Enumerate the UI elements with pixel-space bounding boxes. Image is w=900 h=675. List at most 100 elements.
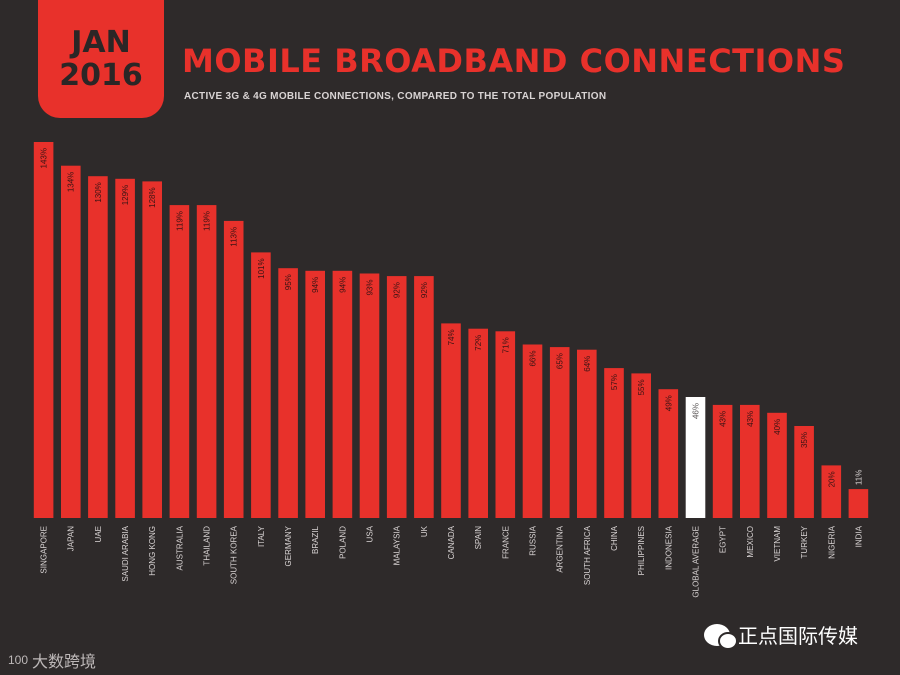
category-label: UAE: [94, 526, 103, 542]
bar: [142, 181, 162, 518]
bar: [848, 489, 869, 518]
bar: [631, 373, 651, 518]
category-label: INDIA: [854, 525, 863, 547]
bar: [278, 268, 298, 518]
bar: [577, 349, 597, 518]
date-badge-year: 2016: [59, 58, 143, 93]
watermark-logo-icon: 100: [8, 653, 29, 667]
bar: [196, 205, 217, 518]
bar-value-label: 113%: [230, 227, 239, 247]
bar-value-label: 119%: [175, 211, 184, 231]
bar-value-label: 119%: [203, 211, 212, 231]
category-label: THAILAND: [203, 526, 212, 566]
bar: [305, 270, 325, 518]
bar-value-label: 71%: [501, 337, 510, 353]
bar: [359, 273, 380, 518]
bar: [468, 328, 488, 518]
category-label: INDONESIA: [664, 525, 673, 570]
category-label: EGYPT: [719, 526, 728, 553]
category-label: JAPAN: [67, 526, 76, 551]
wechat-icon: [704, 623, 738, 650]
bar: [33, 142, 54, 518]
watermark-right-text: 正点国际传媒: [738, 626, 858, 648]
category-label: CANADA: [447, 525, 456, 559]
bar-value-label: 35%: [800, 432, 809, 448]
category-label: FRANCE: [501, 526, 510, 559]
bar: [169, 205, 190, 518]
bar: [794, 426, 814, 518]
category-label: CHINA: [610, 525, 619, 551]
category-label: GLOBAL AVERAGE: [692, 526, 701, 598]
bar: [223, 220, 244, 518]
bar-value-label: 46%: [692, 403, 701, 419]
bar-value-label: 130%: [94, 182, 103, 202]
bar: [712, 404, 733, 518]
bar-value-label: 64%: [583, 356, 592, 372]
bar-value-label: 66%: [529, 351, 538, 367]
category-label: ITALY: [257, 525, 266, 547]
bar-value-label: 74%: [447, 329, 456, 345]
bar-value-label: 55%: [637, 379, 646, 395]
bar-value-label: 93%: [366, 280, 375, 296]
bar-value-label: 92%: [393, 282, 402, 298]
category-label: SAUDI ARABIA: [121, 525, 130, 581]
bar-value-label: 65%: [556, 353, 565, 369]
bar: [740, 404, 760, 518]
category-label: SINGAPORE: [40, 526, 49, 574]
bar: [115, 178, 135, 519]
watermark-left: 100 大数跨境: [8, 648, 96, 672]
bar: [414, 276, 434, 518]
bar: [685, 397, 706, 518]
bar: [658, 389, 679, 518]
category-label: NIGERIA: [827, 525, 836, 559]
bar: [88, 176, 108, 518]
category-label: GERMANY: [284, 525, 293, 566]
bar: [332, 270, 353, 518]
bar-value-label: 128%: [148, 187, 157, 207]
bar-value-label: 134%: [67, 172, 76, 192]
bar: [549, 347, 570, 518]
bar: [441, 323, 461, 518]
bar-value-label: 49%: [664, 395, 673, 411]
category-label: TURKEY: [800, 525, 809, 558]
category-label: VIETNAM: [773, 526, 782, 562]
category-label: USA: [366, 525, 375, 542]
bar: [767, 412, 787, 518]
bar: [522, 344, 543, 518]
category-label: ARGENTINA: [556, 525, 565, 572]
category-label: PHILIPPINES: [637, 526, 646, 575]
bar: [821, 465, 842, 518]
bar: [604, 368, 624, 518]
bar-value-label: 43%: [719, 411, 728, 427]
date-badge-month: JAN: [71, 25, 131, 60]
bar: [251, 252, 271, 518]
category-label: MEXICO: [746, 526, 755, 558]
bar-value-label: 94%: [338, 277, 347, 293]
date-badge: JAN 2016: [38, 0, 164, 118]
bar-value-label: 11%: [854, 470, 863, 485]
bar-value-label: 94%: [311, 277, 320, 293]
bar-value-label: 20%: [827, 471, 836, 487]
bar-value-label: 43%: [746, 411, 755, 427]
category-label: SPAIN: [474, 526, 483, 550]
category-label: HONG KONG: [148, 526, 157, 576]
category-label: RUSSIA: [529, 525, 538, 555]
category-label: POLAND: [338, 526, 347, 559]
category-label: UK: [420, 525, 429, 537]
bar-value-label: 101%: [257, 258, 266, 278]
category-label: BRAZIL: [311, 525, 320, 554]
bar: [495, 331, 516, 518]
bar-value-label: 72%: [474, 335, 483, 351]
bar-value-label: 143%: [40, 148, 49, 168]
bar-value-label: 57%: [610, 374, 619, 390]
category-label: AUSTRALIA: [175, 525, 184, 570]
bar-value-label: 40%: [773, 419, 782, 435]
bar-value-label: 92%: [420, 282, 429, 298]
bar-value-label: 129%: [121, 185, 130, 205]
category-label: MALAYSIA: [393, 525, 402, 565]
chart-subtitle: ACTIVE 3G & 4G MOBILE CONNECTIONS, COMPA…: [184, 91, 607, 102]
chart-title: MOBILE BROADBAND CONNECTIONS: [182, 42, 846, 80]
bar-value-label: 95%: [284, 274, 293, 290]
category-label: SOUTH AFRICA: [583, 525, 592, 585]
